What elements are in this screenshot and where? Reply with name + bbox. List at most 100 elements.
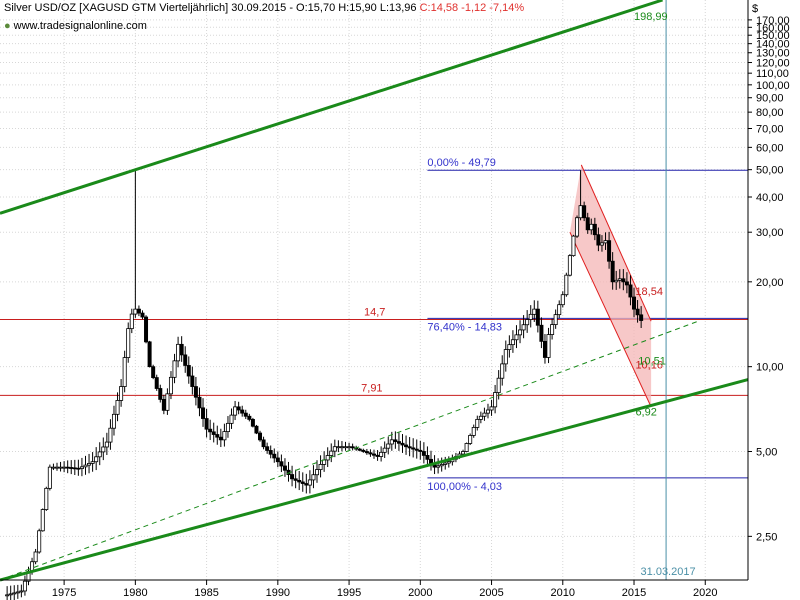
- candle-body: [222, 431, 227, 441]
- header-period: Vierteljährlich]: [159, 2, 229, 14]
- candle-body: [546, 334, 551, 358]
- candle-body: [482, 412, 487, 417]
- upper-support-line: [0, 0, 663, 215]
- x-tick-label: 1980: [123, 587, 147, 599]
- y-tick-label: 20,00: [756, 277, 784, 289]
- y-tick-label: 80,00: [756, 107, 784, 119]
- candle-body: [190, 375, 195, 387]
- annotation-lbl-692: 6,92: [635, 407, 656, 419]
- candle-body: [272, 453, 277, 459]
- candle-body: [201, 407, 206, 419]
- y-tick-label: 2,50: [756, 531, 777, 543]
- candle-body: [265, 446, 270, 451]
- candle-body: [315, 469, 320, 476]
- candle-body: [83, 464, 88, 468]
- candle-body: [478, 415, 483, 420]
- candle-body: [254, 425, 259, 434]
- candle-body: [539, 324, 544, 342]
- candle-body: [343, 446, 348, 449]
- x-tick-label: 1975: [52, 587, 76, 599]
- candle-body: [215, 434, 220, 438]
- candle-body: [596, 234, 601, 246]
- candle-body: [503, 349, 508, 365]
- candle-body: [607, 240, 612, 262]
- candle-body: [47, 466, 52, 489]
- candle-body: [282, 465, 287, 471]
- candle-body: [79, 466, 84, 469]
- candle-body: [339, 446, 344, 449]
- candle-body: [144, 316, 149, 343]
- candle-body: [183, 354, 188, 366]
- candle-body: [624, 281, 629, 286]
- candle-body: [525, 319, 530, 326]
- candle-body: [567, 255, 572, 276]
- candle-body: [97, 451, 102, 458]
- candle-body: [115, 400, 120, 415]
- candle-body: [54, 466, 59, 469]
- candle-body: [461, 451, 466, 455]
- annotation-lbl-1854: 18,54: [635, 286, 663, 298]
- level-lines: [0, 0, 748, 580]
- candle-body: [90, 461, 95, 464]
- y-tick-label: 130,00: [756, 48, 790, 60]
- candle-body: [168, 376, 173, 395]
- candle-body: [293, 478, 298, 481]
- candle-body: [428, 458, 433, 464]
- lower-support-line: [0, 378, 749, 582]
- candle-body: [186, 365, 191, 377]
- header-change: C:14,58 -1,12 -7,14%: [419, 2, 525, 14]
- candle-body: [193, 386, 198, 398]
- candle-body: [347, 446, 352, 449]
- candle-body: [396, 441, 401, 444]
- candle-body: [575, 217, 580, 237]
- annotation-fib-100: 100,00% - 4,03: [427, 481, 502, 493]
- candle-body: [578, 205, 583, 219]
- candle-body: [300, 481, 305, 484]
- candle-body: [19, 590, 24, 593]
- grid: [0, 0, 748, 580]
- candle-body: [133, 308, 138, 315]
- candle-body: [371, 453, 376, 456]
- y-currency-label: $: [752, 3, 758, 15]
- candle-body: [76, 467, 81, 470]
- candle-body: [122, 357, 127, 387]
- candle-body: [514, 334, 519, 341]
- candle-body: [329, 450, 334, 456]
- y-tick-label: 50,00: [756, 165, 784, 177]
- candle-body: [243, 412, 248, 417]
- annotation-lbl-1016: 10,16: [635, 360, 663, 372]
- candle-body: [236, 406, 241, 411]
- y-tick-label: 170,00: [756, 15, 790, 27]
- x-tick-label: 2015: [622, 587, 646, 599]
- candle-body: [240, 409, 245, 414]
- candle-body: [379, 451, 384, 457]
- candle-body: [585, 217, 590, 231]
- y-tick-label: 110,00: [756, 68, 789, 80]
- annotation-fib-0: 0,00% - 49,79: [427, 157, 496, 169]
- candle-body: [279, 461, 284, 467]
- annotations: 0,00% - 49,79 76,40% - 14,83 100,00% - 4,0…: [361, 11, 695, 578]
- annotation-fib-764: 76,40% - 14,83: [427, 321, 502, 333]
- candle-body: [119, 386, 124, 401]
- down-channel-lower-line: [569, 231, 652, 408]
- candle-body: [44, 487, 49, 510]
- candle-body: [414, 448, 419, 451]
- candle-body: [179, 343, 184, 356]
- candle-body: [297, 479, 302, 483]
- candle-body: [489, 406, 494, 411]
- candle-body: [382, 447, 387, 453]
- globe-icon: ●: [4, 20, 11, 32]
- candle-body: [521, 324, 526, 331]
- candle-body: [557, 304, 562, 316]
- candle-body: [40, 509, 45, 532]
- annotation-lbl-1051: 10,51: [638, 356, 666, 368]
- candle-body: [532, 308, 537, 315]
- candle-body: [635, 308, 640, 316]
- candle-body: [307, 479, 312, 486]
- candle-body: [393, 439, 398, 442]
- candle-body: [639, 314, 644, 321]
- candle-body: [65, 466, 70, 469]
- candle-body: [361, 449, 366, 452]
- y-tick-label: 150,00: [756, 30, 790, 42]
